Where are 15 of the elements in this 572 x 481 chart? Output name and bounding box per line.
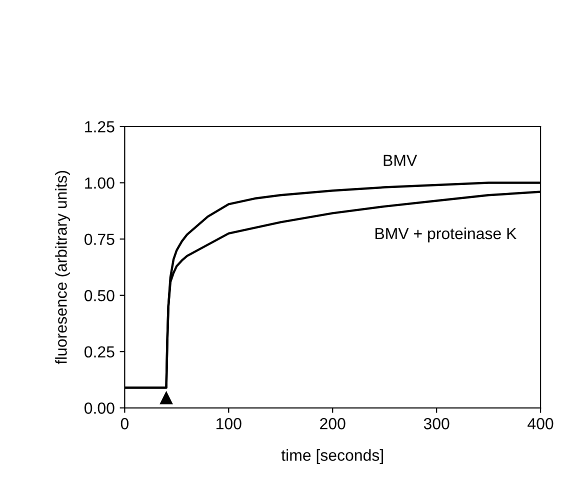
x-tick-label: 400	[528, 418, 554, 430]
y-tick-label: 0.25	[84, 346, 114, 358]
x-tick-label: 200	[320, 418, 346, 430]
series-label: BMV	[384, 154, 418, 166]
series-label: BMV + proteinase K	[376, 227, 517, 242]
y-axis-title: fluoresence (arbitrary units)	[55, 170, 70, 364]
y-tick-label: 0.75	[84, 234, 114, 245]
y-tick-label: 1.25	[85, 121, 114, 132]
y-tick-label: 0.50	[84, 290, 114, 302]
x-tick-label: 0	[120, 418, 129, 430]
x-axis-title: time [seconds]	[281, 449, 383, 464]
y-tick-label: 0.00	[84, 402, 114, 414]
x-tick-label: 300	[424, 418, 450, 430]
y-tick-label: 1.00	[85, 177, 114, 189]
x-tick-label: 100	[216, 418, 242, 430]
